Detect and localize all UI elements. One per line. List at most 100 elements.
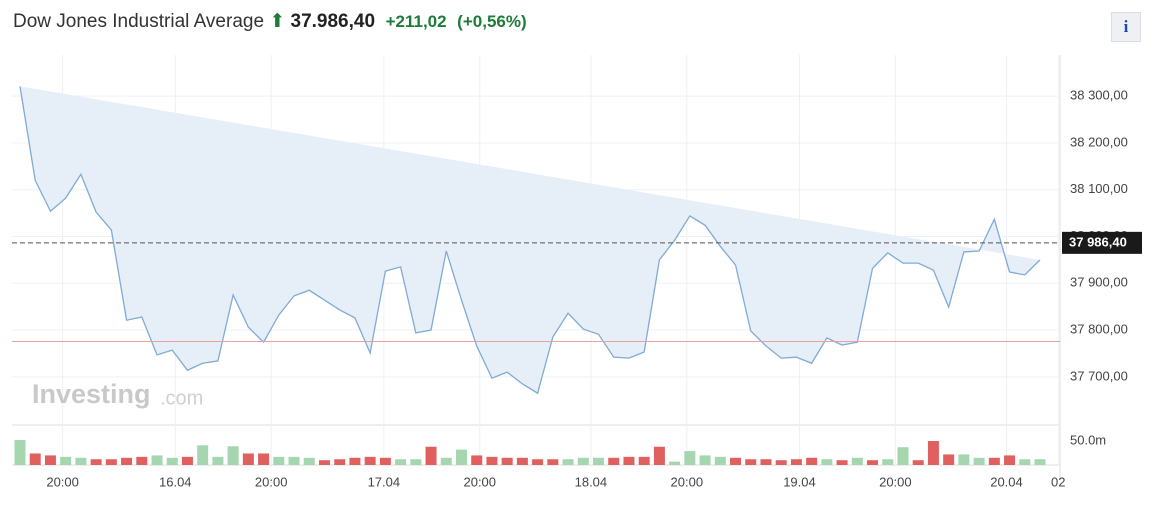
price: 37.986,40: [290, 11, 376, 32]
x-tick-label: 02: [1051, 474, 1065, 489]
volume-bar: [988, 457, 1000, 465]
volume-bar: [455, 449, 467, 465]
volume-bar: [806, 457, 818, 465]
volume-bar: [577, 457, 589, 465]
volume-bar: [471, 455, 483, 465]
volume-bar: [1034, 459, 1046, 465]
volume-bar: [181, 456, 193, 465]
volume-bar: [1004, 455, 1016, 465]
x-tick-label: 17.04: [368, 474, 401, 489]
volume-bar: [684, 451, 696, 465]
volume-bar: [760, 459, 772, 465]
volume-bar: [410, 459, 422, 465]
volume-bar: [212, 456, 224, 465]
volume-bar: [745, 459, 757, 465]
volume-bar: [105, 459, 117, 465]
volume-bar: [699, 455, 711, 465]
volume-bar: [669, 461, 681, 465]
area-fill: [20, 86, 1040, 394]
volume-bar: [60, 456, 72, 465]
volume-bar: [44, 455, 56, 465]
volume-bar: [349, 457, 361, 465]
volume-bar: [927, 441, 939, 465]
volume-bar: [486, 456, 498, 465]
x-tick-label: 20:00: [46, 474, 79, 489]
volume-bar: [532, 459, 544, 465]
change-pct: (+0,56%): [457, 12, 527, 31]
volume-bar: [593, 457, 605, 465]
volume-bar: [151, 455, 163, 465]
watermark-suffix: .com: [160, 387, 203, 409]
volume-bar: [425, 446, 437, 465]
volume-bar: [288, 456, 300, 465]
last-price-box: [1062, 231, 1142, 254]
up-arrow: ⬆: [269, 11, 286, 32]
volume-bar: [775, 460, 787, 465]
watermark-brand: Investing: [32, 379, 151, 409]
volume-bar: [273, 456, 285, 465]
volume-bar: [623, 456, 635, 465]
volume-bar: [75, 457, 87, 465]
last-price-label: 37 986,40: [1069, 234, 1127, 249]
volume-bar: [973, 457, 985, 465]
volume-bar: [547, 459, 559, 465]
x-tick-label: 16.04: [159, 474, 192, 489]
volume-bar: [90, 459, 102, 465]
x-tick-label: 20.04: [990, 474, 1023, 489]
volume-bar: [730, 457, 742, 465]
volume-bar: [334, 459, 346, 465]
volume-bar: [897, 447, 909, 465]
volume-bar: [303, 457, 315, 465]
volume-bar: [197, 445, 209, 465]
y-tick-label: 38 300,00: [1070, 88, 1128, 103]
volume-bar: [121, 457, 133, 465]
title: Dow Jones Industrial Average: [13, 11, 265, 32]
x-tick-label: 19.04: [783, 474, 816, 489]
y-tick-label: 37 700,00: [1070, 368, 1128, 383]
x-tick-label: 18.04: [575, 474, 608, 489]
volume-bar: [136, 456, 148, 465]
volume-bar: [379, 457, 391, 465]
volume-bar: [943, 454, 955, 465]
volume-bar: [608, 457, 620, 465]
header: Dow Jones Industrial Average ⬆ 37.986,40…: [13, 10, 527, 33]
x-tick-label: 20:00: [879, 474, 912, 489]
y-tick-label: 37 900,00: [1070, 275, 1128, 290]
change: +211,02: [385, 12, 447, 31]
volume-bar: [851, 457, 863, 465]
info-button[interactable]: i: [1111, 12, 1141, 42]
volume-bar: [638, 456, 650, 465]
x-tick-label: 20:00: [671, 474, 704, 489]
volume-bar: [227, 446, 239, 465]
x-tick-label: 20:00: [463, 474, 496, 489]
volume-bar: [395, 459, 407, 465]
volume-bar: [258, 453, 270, 465]
x-tick-label: 20:00: [255, 474, 288, 489]
y-tick-label: 38 200,00: [1070, 134, 1128, 149]
volume-bar: [440, 457, 452, 465]
volume-bar: [790, 459, 802, 465]
volume-bar: [501, 457, 513, 465]
volume-bar: [166, 457, 178, 465]
price-line: [19, 86, 1041, 395]
volume-tick-label: 50.0m: [1070, 432, 1106, 447]
volume-bar: [958, 454, 970, 465]
volume-bar: [836, 460, 848, 465]
volume-bar: [562, 459, 574, 465]
volume-bar: [867, 460, 879, 465]
volume-bar: [29, 453, 41, 465]
volume-bar: [1019, 459, 1031, 465]
y-tick-label: 38 100,00: [1070, 181, 1128, 196]
volume-bar: [14, 440, 26, 465]
volume-bar: [912, 460, 924, 465]
volume-bar: [242, 453, 254, 465]
volume-bar: [364, 456, 376, 465]
volume-bar: [821, 459, 833, 465]
volume-bar: [653, 446, 665, 465]
volume-bar: [318, 460, 330, 465]
volume-bar: [714, 456, 726, 465]
volume-bar: [882, 459, 894, 465]
y-tick-label: 37 800,00: [1070, 321, 1128, 336]
